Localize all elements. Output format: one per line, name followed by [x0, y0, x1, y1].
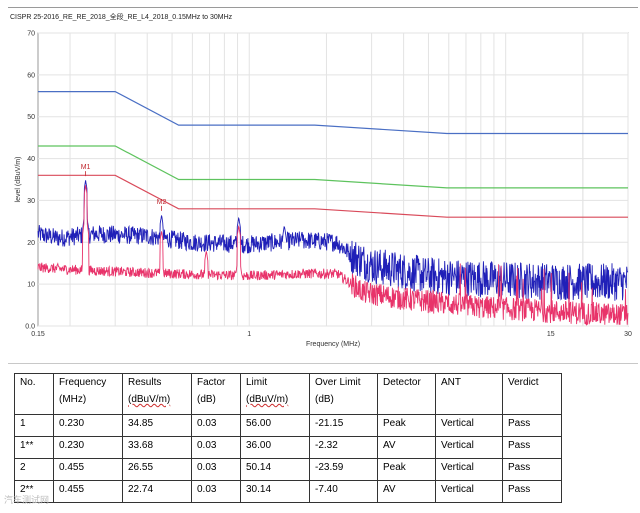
cell-results: 33.68: [122, 436, 192, 459]
watermark: 汽车测试网: [4, 495, 50, 505]
cell-no: 2: [14, 458, 54, 481]
cell-ant: Vertical: [435, 414, 503, 437]
cell-frequency: 0.230: [53, 414, 123, 437]
header-verdict: Verdict: [502, 373, 562, 415]
plot-area: [37, 32, 629, 327]
y-axis-label: level (dBuV/m): [15, 157, 22, 203]
cell-ant: Vertical: [435, 436, 503, 459]
cell-over-limit: -21.15: [309, 414, 378, 437]
table-row: 2** 0.455 22.74 0.03 30.14 -7.40 AV Vert…: [14, 480, 562, 503]
cell-limit: 36.00: [240, 436, 310, 459]
header-limit: Limit (dBuV/m): [240, 373, 310, 415]
cell-limit: 56.00: [240, 414, 310, 437]
y-tick-label: 10: [27, 282, 35, 289]
cell-detector: Peak: [377, 458, 436, 481]
limit-line: [38, 90, 628, 135]
table-row: 2 0.455 26.55 0.03 50.14 -23.59 Peak Ver…: [14, 458, 562, 481]
header-detector: Detector: [377, 373, 436, 415]
limit-line: [38, 145, 628, 189]
chart-title: CISPR 25-2016_RE_RE_2018_全段_RE_L4_2018_0…: [10, 12, 233, 21]
y-tick-label: 70: [27, 31, 35, 38]
cell-limit: 30.14: [240, 480, 310, 503]
cell-detector: AV: [377, 436, 436, 459]
header-factor: Factor (dB): [191, 373, 241, 415]
table-header-row: No. Frequency (MHz) Results (dBuV/m) Facto…: [14, 373, 562, 415]
cell-no: 1: [14, 414, 54, 437]
cell-results: 34.85: [122, 414, 192, 437]
section-divider: [8, 363, 638, 364]
cell-ant: Vertical: [435, 458, 503, 481]
y-tick-label: 20: [27, 240, 35, 247]
cell-detector: AV: [377, 480, 436, 503]
table-row: 1** 0.230 33.68 0.03 36.00 -2.32 AV Vert…: [14, 436, 562, 459]
header-frequency: Frequency (MHz): [53, 373, 123, 415]
cell-factor: 0.03: [191, 414, 241, 437]
cell-frequency: 0.455: [53, 480, 123, 503]
x-tick-label: 0.15: [31, 331, 45, 338]
header-no: No.: [14, 373, 54, 415]
measurement-traces: [37, 180, 629, 326]
x-tick-label: 1: [247, 331, 251, 338]
cell-verdict: Pass: [502, 480, 562, 503]
cell-limit: 50.14: [240, 458, 310, 481]
limit-line: [38, 174, 628, 218]
emission-chart: CISPR 25-2016_RE_RE_2018_全段_RE_L4_2018_0…: [10, 12, 632, 348]
y-tick-label: 0.0: [25, 324, 35, 331]
y-tick-label: 60: [27, 72, 35, 79]
top-divider: [8, 7, 638, 8]
marker-label: M1: [81, 164, 91, 171]
cell-frequency: 0.230: [53, 436, 123, 459]
cell-verdict: Pass: [502, 414, 562, 437]
axis-ticks: 0.0 10 20 30 40 50 60 70 0.15 1 15 30: [25, 31, 632, 339]
header-results: Results (dBuV/m): [122, 373, 192, 415]
cell-ant: Vertical: [435, 480, 503, 503]
cell-factor: 0.03: [191, 480, 241, 503]
marker-label: M2: [157, 199, 167, 206]
trace-av: [37, 185, 629, 326]
cell-verdict: Pass: [502, 458, 562, 481]
y-tick-label: 50: [27, 114, 35, 121]
trace-peak: [37, 180, 629, 301]
x-axis-label: Frequency (MHz): [306, 341, 360, 348]
y-tick-label: 30: [27, 198, 35, 205]
cell-results: 22.74: [122, 480, 192, 503]
cell-over-limit: -7.40: [309, 480, 378, 503]
cell-factor: 0.03: [191, 458, 241, 481]
cell-results: 26.55: [122, 458, 192, 481]
results-table: No. Frequency (MHz) Results (dBuV/m) Facto…: [14, 373, 562, 503]
cell-no: 1**: [14, 436, 54, 459]
table-row: 1 0.230 34.85 0.03 56.00 -21.15 Peak Ver…: [14, 414, 562, 437]
cell-over-limit: -23.59: [309, 458, 378, 481]
cell-verdict: Pass: [502, 436, 562, 459]
markers: M1 M2: [81, 164, 167, 211]
cell-factor: 0.03: [191, 436, 241, 459]
header-ant: ANT: [435, 373, 503, 415]
header-over-limit: Over Limit (dB): [309, 373, 378, 415]
cell-over-limit: -2.32: [309, 436, 378, 459]
x-tick-label: 30: [624, 331, 632, 338]
x-tick-label: 15: [547, 331, 555, 338]
limit-lines: [38, 90, 628, 218]
y-tick-label: 40: [27, 156, 35, 163]
cell-frequency: 0.455: [53, 458, 123, 481]
cell-detector: Peak: [377, 414, 436, 437]
